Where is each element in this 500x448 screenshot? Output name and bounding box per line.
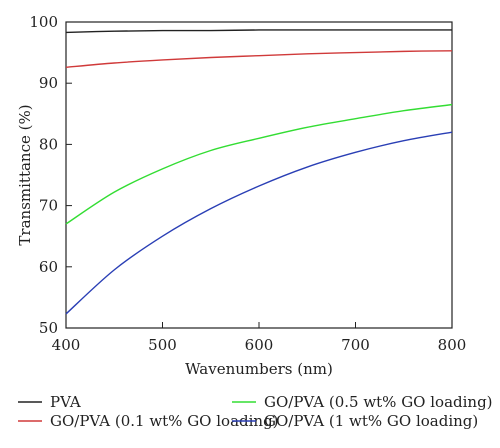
y-tick-label: 50 bbox=[39, 319, 58, 337]
legend-label-2: GO/PVA (0.5 wt% GO loading) bbox=[264, 393, 493, 411]
plot-frame bbox=[65, 21, 453, 329]
x-tick-label: 800 bbox=[438, 336, 467, 354]
legend-label-3: GO/PVA (1 wt% GO loading) bbox=[264, 412, 478, 430]
y-tick-label: 80 bbox=[39, 135, 58, 153]
y-tick-label: 100 bbox=[29, 13, 58, 31]
series-group bbox=[65, 29, 453, 315]
y-tick-label: 90 bbox=[39, 74, 58, 92]
series-line-0 bbox=[65, 29, 452, 34]
legend-label-1: GO/PVA (0.1 wt% GO loading) bbox=[50, 412, 279, 430]
y-axis-title: Transmittance (%) bbox=[16, 104, 34, 245]
y-tick-label: 60 bbox=[39, 258, 58, 276]
series-line-2 bbox=[65, 103, 453, 225]
x-tick-label: 500 bbox=[148, 336, 177, 354]
y-tick-label: 70 bbox=[39, 197, 58, 215]
x-axis-title: Wavenumbers (nm) bbox=[185, 360, 333, 378]
legend-label-0: PVA bbox=[50, 393, 81, 411]
x-tick-label: 600 bbox=[245, 336, 274, 354]
series-line-1 bbox=[65, 50, 453, 68]
series-line-3 bbox=[65, 131, 453, 315]
tick-group: 400 500 600 700 800 50 60 70 80 90 100 bbox=[29, 13, 466, 354]
x-tick-label: 700 bbox=[341, 336, 370, 354]
x-tick-label: 400 bbox=[52, 336, 81, 354]
